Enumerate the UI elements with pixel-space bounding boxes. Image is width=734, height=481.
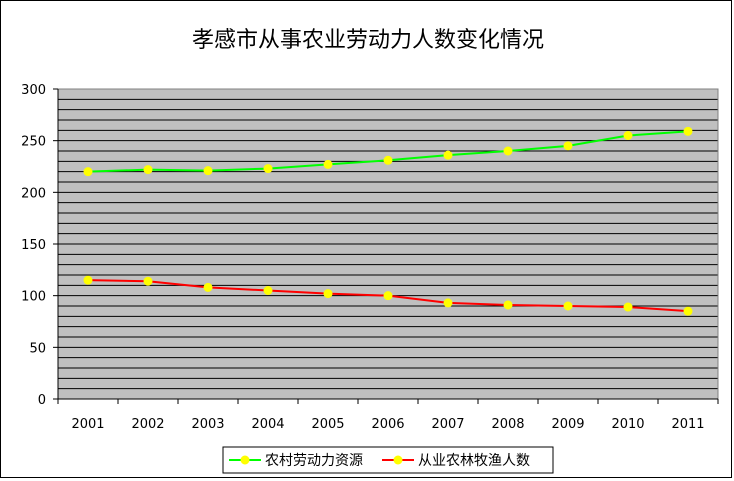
y-tick-label: 0 [38,393,46,408]
y-tick-label: 50 [29,341,46,356]
data-point [383,155,393,165]
x-tick-label: 2002 [131,417,164,432]
data-point [143,165,153,175]
y-axis-ticks: 0 50 100 150 200 250 300 [21,83,58,408]
series-lines [83,126,693,316]
data-point [323,289,333,299]
x-tick-label: 2001 [71,417,104,432]
legend-marker [240,455,250,465]
data-point [383,291,393,301]
data-point [203,166,213,176]
legend: 农村劳动力资源 从业农林牧渔人数 [222,446,554,474]
x-tick-label: 2011 [671,417,704,432]
series-1 [83,126,693,177]
x-tick-label: 2009 [551,417,584,432]
x-tick-label: 2008 [491,417,524,432]
legend-label: 农村劳动力资源 [265,453,363,469]
x-tick-label: 2004 [251,417,284,432]
y-tick-label: 250 [21,135,46,150]
x-tick-label: 2005 [311,417,344,432]
x-tick-label: 2010 [611,417,644,432]
data-point [83,167,93,177]
data-point [623,131,633,140]
y-tick-label: 100 [21,290,46,305]
data-point [683,306,693,316]
data-point [263,164,273,174]
y-tick-label: 200 [21,186,46,201]
data-point [443,298,453,308]
x-tick-label: 2007 [431,417,464,432]
chart-title: 孝感市从事农业劳动力人数变化情况 [192,28,544,53]
series-2 [83,275,693,316]
data-point [623,302,633,312]
data-point [503,146,513,156]
data-point [143,276,153,286]
data-point [323,159,333,169]
x-tick-label: 2006 [371,417,404,432]
data-point [503,300,513,310]
legend-label: 从业农林牧渔人数 [418,453,530,469]
data-point [563,301,573,311]
x-axis-ticks: 2001 2002 2003 2004 2005 2006 2007 2008 2009 2010… [57,399,719,432]
data-point [683,126,693,136]
legend-marker [393,455,403,465]
data-point [443,150,453,160]
x-tick-label: 2003 [191,417,224,432]
y-tick-label: 300 [21,83,46,98]
data-point [263,286,273,295]
data-point [83,275,93,285]
data-point [203,282,213,292]
data-point [563,141,573,151]
y-tick-label: 150 [21,238,46,253]
